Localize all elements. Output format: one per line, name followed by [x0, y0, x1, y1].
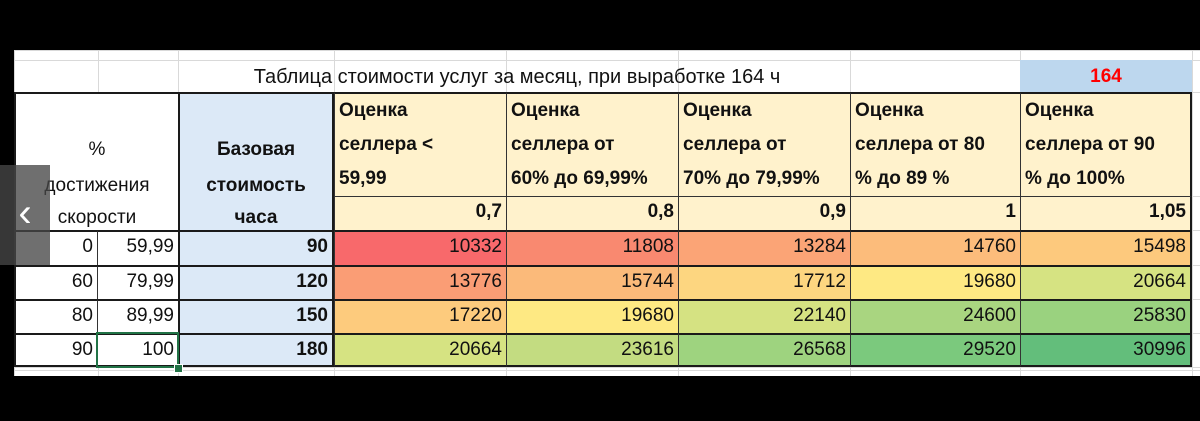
monthly-cost-cell[interactable]: 19680: [506, 299, 678, 333]
monthly-cost-cell[interactable]: 13284: [678, 230, 850, 265]
range-from-cell[interactable]: 60: [14, 265, 98, 299]
seller-rating-header-line: селлера <: [339, 134, 434, 155]
coefficient-cell[interactable]: 0,8: [506, 196, 678, 230]
spreadsheet-grid[interactable]: Таблица стоимости услуг за месяц, при вы…: [14, 50, 1200, 376]
base-cost-header-line: стоимость: [206, 175, 306, 196]
seller-rating-header-line: % до 100%: [1025, 168, 1125, 189]
monthly-cost-cell[interactable]: 24600: [850, 299, 1020, 333]
monthly-cost-cell[interactable]: 15744: [506, 265, 678, 299]
hours-value[interactable]: 164: [1020, 60, 1192, 92]
seller-rating-header-line: Оценка: [1025, 100, 1094, 121]
seller-rating-header[interactable]: Оценка селлера < 59,99: [334, 92, 506, 196]
percent-header-line: %: [88, 139, 106, 160]
monthly-cost-cell[interactable]: 17220: [334, 299, 506, 333]
chevron-left-icon: ‹: [18, 191, 32, 235]
seller-rating-header-line: Оценка: [339, 100, 408, 121]
seller-rating-header-line: 59,99: [339, 168, 387, 189]
selected-cell-outline: [96, 332, 179, 368]
seller-rating-header-line: селлера от 90: [1025, 134, 1155, 155]
range-from-cell[interactable]: 80: [14, 299, 98, 333]
monthly-cost-cell[interactable]: 26568: [678, 333, 850, 367]
monthly-cost-cell[interactable]: 13776: [334, 265, 506, 299]
monthly-cost-cell[interactable]: 14760: [850, 230, 1020, 265]
percent-header-line: скорости: [57, 207, 137, 228]
base-cost-cell[interactable]: 90: [178, 230, 334, 265]
seller-rating-header-line: селлера от: [683, 134, 787, 155]
seller-rating-header[interactable]: Оценка селлера от 60% до 69,99%: [506, 92, 678, 196]
base-cost-header[interactable]: Базовая стоимость часа: [178, 92, 334, 230]
base-cost-cell[interactable]: 150: [178, 299, 334, 333]
base-cost-cell[interactable]: 180: [178, 333, 334, 367]
range-to-cell[interactable]: 89,99: [98, 299, 178, 333]
coefficient-cell[interactable]: 1: [850, 196, 1020, 230]
seller-rating-header[interactable]: Оценка селлера от 80 % до 89 %: [850, 92, 1020, 196]
base-cost-cell[interactable]: 120: [178, 265, 334, 299]
coefficient-cell[interactable]: 1,05: [1020, 196, 1192, 230]
monthly-cost-cell[interactable]: 17712: [678, 265, 850, 299]
monthly-cost-cell[interactable]: 29520: [850, 333, 1020, 367]
seller-rating-header-line: Оценка: [683, 100, 752, 121]
seller-rating-header-line: Оценка: [511, 100, 580, 121]
seller-rating-header[interactable]: Оценка селлера от 70% до 79,99%: [678, 92, 850, 196]
fill-handle[interactable]: [174, 364, 183, 373]
monthly-cost-cell[interactable]: 10332: [334, 230, 506, 265]
monthly-cost-cell[interactable]: 15498: [1020, 230, 1192, 265]
monthly-cost-cell[interactable]: 11808: [506, 230, 678, 265]
monthly-cost-cell[interactable]: 19680: [850, 265, 1020, 299]
monthly-cost-cell[interactable]: 30996: [1020, 333, 1192, 367]
monthly-cost-cell[interactable]: 20664: [334, 333, 506, 367]
seller-rating-header-line: Оценка: [855, 100, 924, 121]
base-cost-header-line: часа: [234, 207, 278, 228]
range-from-cell[interactable]: 90: [14, 333, 98, 367]
seller-rating-header-line: 70% до 79,99%: [683, 168, 820, 189]
seller-rating-header[interactable]: Оценка селлера от 90 % до 100%: [1020, 92, 1192, 196]
monthly-cost-cell[interactable]: 20664: [1020, 265, 1192, 299]
range-to-cell[interactable]: 59,99: [98, 230, 178, 265]
previous-image-button[interactable]: ‹: [0, 165, 50, 265]
seller-rating-header-line: % до 89 %: [855, 168, 950, 189]
seller-rating-header-line: 60% до 69,99%: [511, 168, 648, 189]
range-to-cell[interactable]: 79,99: [98, 265, 178, 299]
monthly-cost-cell[interactable]: 25830: [1020, 299, 1192, 333]
coefficient-cell[interactable]: 0,9: [678, 196, 850, 230]
seller-rating-header-line: селлера от: [511, 134, 615, 155]
percent-header-line: достижения: [44, 175, 150, 196]
sheet-title[interactable]: Таблица стоимости услуг за месяц, при вы…: [253, 66, 781, 88]
seller-rating-header-line: селлера от 80: [855, 134, 985, 155]
base-cost-header-line: Базовая: [216, 139, 296, 160]
coefficient-cell[interactable]: 0,7: [334, 196, 506, 230]
monthly-cost-cell[interactable]: 22140: [678, 299, 850, 333]
monthly-cost-cell[interactable]: 23616: [506, 333, 678, 367]
